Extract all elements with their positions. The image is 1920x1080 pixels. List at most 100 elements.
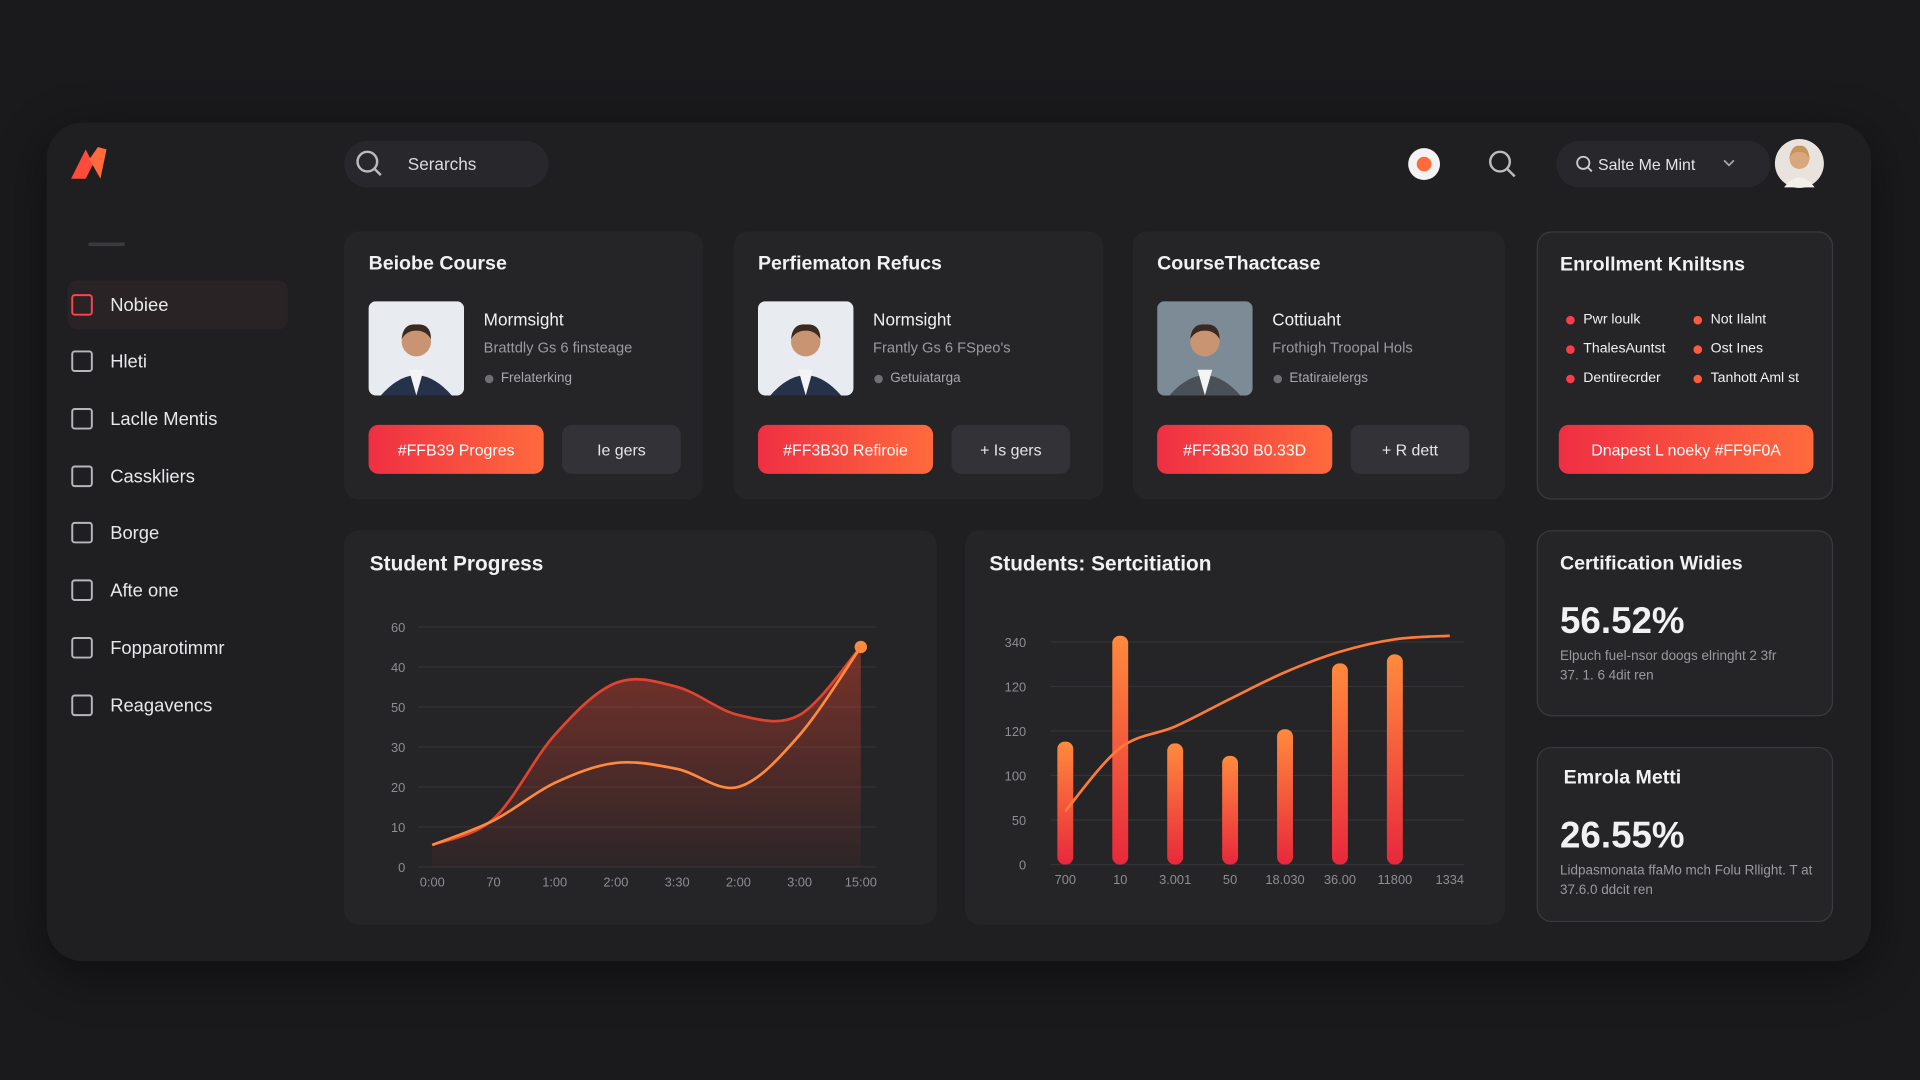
- x-tick-label: 50: [1223, 872, 1237, 887]
- photo-head: [791, 326, 821, 357]
- sidebar-icon: [71, 350, 93, 373]
- x-tick-label: 36.00: [1324, 872, 1356, 887]
- card-title: Perfiematon Refucs: [757, 253, 942, 275]
- y-tick-label: 50: [1012, 813, 1026, 828]
- stat-desc: 37. 1. 6 4dit ren: [1560, 668, 1654, 684]
- sidebar-icon: [71, 521, 93, 544]
- bar: [1112, 635, 1129, 865]
- sidebar-label: Borge: [110, 522, 160, 544]
- list-item: Ost Ines: [1710, 341, 1764, 357]
- list-item: Not Ilalnt: [1710, 312, 1767, 327]
- instructor-photo: [757, 301, 854, 396]
- y-tick-label: 120: [1005, 679, 1026, 694]
- course-card: Perfiematon Refucs Normsight Frantly Gs 6 …: [733, 231, 1104, 500]
- sidebar-item[interactable]: Hleti: [67, 337, 287, 386]
- sidebar-label: Nobiee: [110, 294, 169, 316]
- bar: [1057, 741, 1074, 865]
- sidebar-icon: [71, 465, 93, 488]
- emrola-card: Emrola Metti 26.55% Lidpasmonata ffaMo m…: [1536, 746, 1834, 923]
- list-dot: [1566, 315, 1575, 325]
- y-tick-label: 50: [391, 700, 405, 715]
- list-item: ThalesAuntst: [1583, 341, 1666, 357]
- sidebar-item[interactable]: Casskliers: [67, 452, 287, 501]
- point: [854, 640, 867, 654]
- secondary-button[interactable]: Ie gers: [562, 424, 681, 474]
- x-tick-label: 1:00: [542, 875, 567, 890]
- sidebar-label: Reagavencs: [110, 694, 213, 716]
- sidebar-item[interactable]: Afte one: [67, 566, 287, 615]
- x-tick-label: 0:00: [420, 875, 445, 890]
- photo-hair: [401, 324, 432, 340]
- y-tick-label: 20: [391, 780, 405, 795]
- course-card: Beiobe Course Mormsight Brattdly Gs 6 fins…: [344, 231, 703, 500]
- photo-hair: [791, 324, 821, 340]
- sidebar-label: Afte one: [110, 579, 179, 601]
- stat-title: Certification Widies: [1560, 553, 1743, 575]
- line: [431, 646, 862, 847]
- sidebar-item[interactable]: Fopparotimmr: [67, 623, 287, 672]
- x-tick-label: 3:00: [787, 875, 812, 890]
- course-detail: Frantly Gs 6 FSpeo's: [873, 339, 1011, 357]
- students-chart: 0 50 100 120 120 340 700 10 3.001 50 18.030 36.00 11…: [1005, 634, 1465, 887]
- tag-dot: [484, 374, 494, 384]
- sidebar-item[interactable]: Laclle Mentis: [67, 394, 287, 443]
- search-placeholder: Serarchs: [407, 154, 477, 174]
- students-chart-card: Students: Sertcitiation 0 50 100 120 120 340 7…: [964, 530, 1505, 925]
- list-dot: [1693, 315, 1703, 325]
- icon-shape: [71, 408, 93, 430]
- y-tick-label: 340: [1005, 635, 1026, 650]
- instructor-name: Cottiuaht: [1272, 309, 1341, 330]
- y-tick-label: 100: [1005, 768, 1026, 783]
- x-tick-label: 2:00: [726, 875, 751, 890]
- bar: [1167, 743, 1184, 865]
- student-progress-card: Student Progress 0 10 20 30 50 40 60 0:00 70 1:00…: [344, 530, 937, 925]
- x-tick-label: 15:00: [845, 875, 877, 890]
- enrollment-button[interactable]: Dnapest L noeky #FF9F0A: [1558, 424, 1814, 474]
- sidebar-label: Hleti: [110, 350, 147, 372]
- x-tick-label: 1334: [1436, 872, 1465, 887]
- user-label: Salte Me Mint: [1597, 154, 1696, 174]
- y-tick-label: 0: [398, 860, 405, 875]
- user-menu[interactable]: Salte Me Mint: [1556, 140, 1771, 188]
- student-progress-chart: 0 10 20 30 50 40 60 0:00 70 1:00 2:00 3:30 2:00 3:00 1…: [391, 620, 877, 890]
- y-tick-label: 60: [391, 620, 405, 635]
- enrollment-title: Enrollment Kniltsns: [1560, 254, 1746, 276]
- card-title: Beiobe Course: [368, 253, 507, 275]
- secondary-button[interactable]: + Is gers: [951, 424, 1071, 474]
- instructor-photo: [1157, 301, 1253, 396]
- list-dot: [1566, 345, 1575, 354]
- photo-shirt: [798, 369, 814, 396]
- logo: [71, 146, 107, 179]
- notification[interactable]: [1406, 146, 1443, 183]
- search-box[interactable]: Serarchs: [344, 140, 549, 188]
- instructor-name: Mormsight: [483, 309, 564, 330]
- photo-hair: [1190, 324, 1220, 340]
- search-button[interactable]: [1484, 146, 1521, 183]
- course-detail: Brattdly Gs 6 finsteage: [483, 339, 633, 357]
- sidebar-item[interactable]: Borge: [67, 508, 287, 557]
- icon-shape: [71, 465, 93, 488]
- course-card: CourseThactcase Cottiuaht Frothigh Troopal…: [1132, 231, 1505, 500]
- enrollment-card: Enrollment Kniltsns Dnapest L noeky #FF9…: [1536, 231, 1834, 500]
- stat-title: Emrola Metti: [1563, 767, 1682, 789]
- search-icon: [356, 150, 382, 176]
- sidebar-icon: [71, 694, 93, 717]
- y-tick-label: 40: [391, 660, 405, 675]
- bar: [1277, 729, 1293, 865]
- course-tag: Frelaterking: [500, 371, 572, 386]
- user-avatar[interactable]: [1774, 138, 1824, 188]
- sidebar-item[interactable]: Reagavencs: [67, 681, 287, 730]
- x-tick-label: 3:30: [665, 875, 690, 890]
- list-dot: [1693, 345, 1703, 354]
- bar: [1331, 663, 1348, 865]
- primary-button[interactable]: #FF3B30 Refiroie: [757, 424, 934, 474]
- sidebar-item[interactable]: Nobiee: [67, 280, 288, 330]
- card-title: CourseThactcase: [1157, 253, 1321, 275]
- sidebar-label: Fopparotimmr: [110, 637, 225, 659]
- primary-button[interactable]: #FF3B30 B0.33D: [1157, 424, 1333, 474]
- photo-head: [1190, 326, 1220, 357]
- secondary-button[interactable]: + R dett: [1350, 424, 1470, 474]
- stat-desc: 37.6.0 ddcit ren: [1560, 882, 1653, 898]
- primary-button[interactable]: #FFB39 Progres: [368, 424, 544, 474]
